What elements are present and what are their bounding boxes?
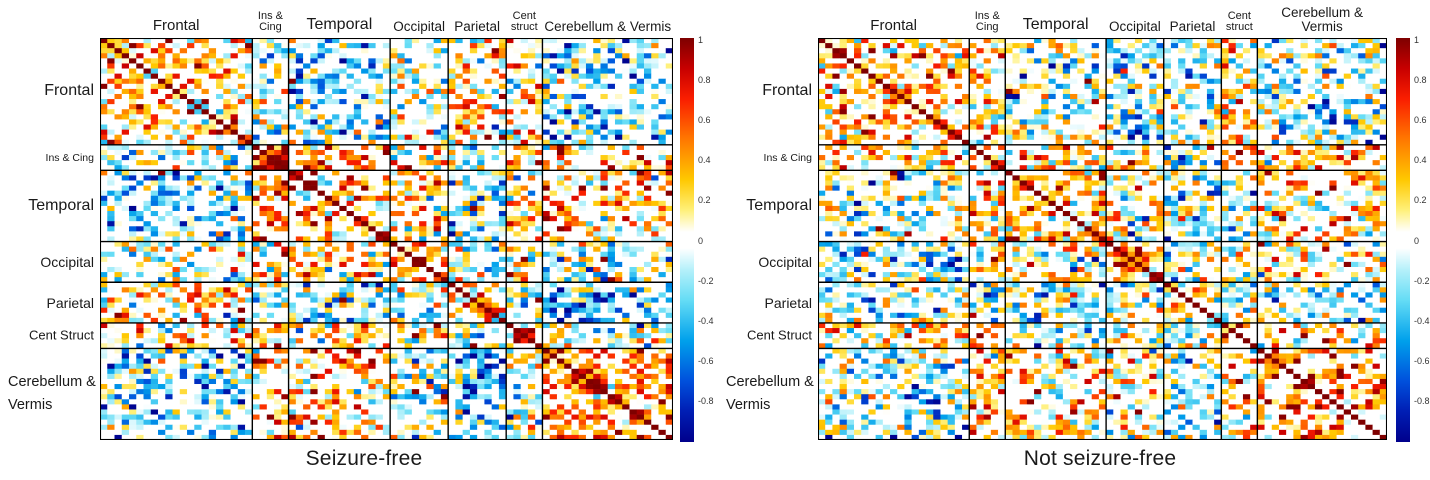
colorbar-tick-0.6: 0.6 <box>1414 115 1427 126</box>
colorbar-not-seizure-free <box>1396 38 1410 442</box>
heatmap-seizure-free <box>100 38 673 440</box>
row-group-label-parietal: Parietal <box>46 294 94 311</box>
col-group-label-ins-cing: Ins & Cing <box>974 9 1000 34</box>
row-group-label-cent-struct: Cent Struct <box>28 327 94 343</box>
row-group-label-cent-struct: Cent Struct <box>746 327 812 343</box>
heatmap-not-seizure-free <box>818 38 1387 440</box>
row-group-label-frontal: Frontal <box>762 82 812 100</box>
row-group-label-cerebellum-vermis: Cerebellum & Vermis <box>8 374 96 414</box>
colorbar-tick-0.8: 0.8 <box>1414 75 1427 86</box>
col-group-label-frontal: Frontal <box>870 17 917 35</box>
row-group-label-ins-cing: Ins & Cing <box>763 151 812 164</box>
colorbar-tick--0.4: -0.4 <box>1414 315 1430 326</box>
row-group-label-ins-cing: Ins & Cing <box>45 151 94 164</box>
colorbar-tick-1: 1 <box>698 35 704 45</box>
col-group-label-parietal: Parietal <box>454 18 501 34</box>
colorbar-tick--0.2: -0.2 <box>698 275 714 286</box>
col-group-label-cent-struct: Cent struct <box>1225 9 1253 34</box>
colorbar-tick--0.4: -0.4 <box>698 315 714 326</box>
col-group-label-cerebellum-vermis: Cerebellum & Vermis <box>1281 4 1364 34</box>
col-group-label-cent-struct: Cent struct <box>510 9 538 34</box>
colorbar-tick-0: 0 <box>1414 235 1420 246</box>
colorbar-tick-0.8: 0.8 <box>698 75 711 86</box>
colorbar-tick-0.6: 0.6 <box>698 115 711 126</box>
colorbar-tick--0.8: -0.8 <box>1414 395 1430 406</box>
row-group-label-occipital: Occipital <box>758 253 812 270</box>
colorbar-tick-0.4: 0.4 <box>698 155 711 166</box>
row-group-label-occipital: Occipital <box>40 253 94 270</box>
colorbar-tick-0.4: 0.4 <box>1414 155 1427 166</box>
colorbar-tick-0: 0 <box>698 235 704 246</box>
row-group-label-frontal: Frontal <box>44 82 94 100</box>
row-group-label-cerebellum-vermis: Cerebellum & Vermis <box>726 374 814 414</box>
colorbar-tick--0.6: -0.6 <box>698 355 714 366</box>
chart-title-seizure-free: Seizure-free <box>305 447 423 470</box>
colorbar-tick--0.2: -0.2 <box>1414 275 1430 286</box>
colorbar-tick--0.8: -0.8 <box>698 395 714 406</box>
col-group-label-temporal: Temporal <box>306 16 373 34</box>
col-group-label-ins-cing: Ins & Cing <box>257 9 283 34</box>
colorbar-tick-0.2: 0.2 <box>1414 195 1427 206</box>
colorbar-tick--0.6: -0.6 <box>1414 355 1430 366</box>
col-group-label-occipital: Occipital <box>1109 18 1161 34</box>
row-group-label-parietal: Parietal <box>764 294 812 311</box>
col-group-label-temporal: Temporal <box>1022 16 1089 34</box>
colorbar-tick-0.2: 0.2 <box>698 195 711 206</box>
chart-title-not-seizure-free: Not seizure-free <box>1023 447 1177 470</box>
colorbar-tick-1: 1 <box>1414 35 1420 45</box>
row-group-label-temporal: Temporal <box>28 196 94 214</box>
row-group-label-temporal: Temporal <box>746 196 812 214</box>
colorbar-seizure-free <box>680 38 694 442</box>
col-group-label-parietal: Parietal <box>1169 18 1216 34</box>
col-group-label-frontal: Frontal <box>152 17 200 35</box>
col-group-label-cerebellum-vermis: Cerebellum & Vermis <box>544 18 672 34</box>
col-group-label-occipital: Occipital <box>393 18 446 34</box>
